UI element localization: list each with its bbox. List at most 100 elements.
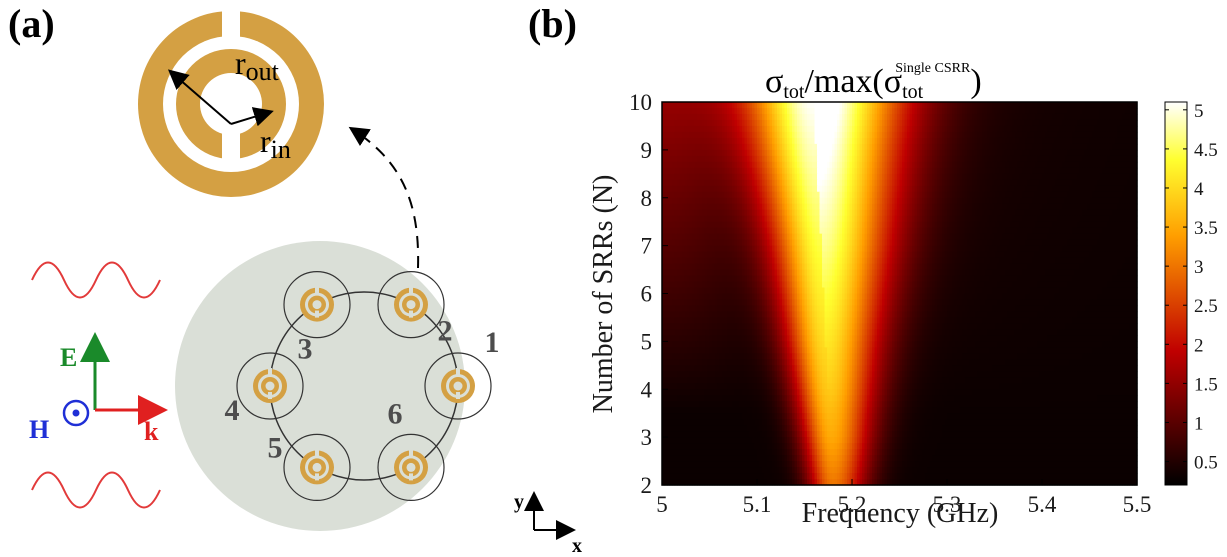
heatmap-cell [1057,119,1061,127]
heatmap-cell [807,239,811,247]
heatmap-cell [909,131,913,139]
heatmap-cell [924,161,928,169]
heatmap-cell [899,161,903,169]
heatmap-cell [929,161,933,169]
heatmap-cell [787,185,791,193]
heatmap-cell [819,167,823,175]
heatmap-cell [884,203,888,211]
heatmap-cell [727,125,731,133]
heatmap-cell [1107,203,1111,211]
heatmap-cell [822,185,826,193]
heatmap-cell [1032,167,1036,175]
heatmap-cell [749,245,753,253]
heatmap-cell [742,161,746,169]
heatmap-cell [1134,155,1138,163]
heatmap-cell [1112,185,1116,193]
heatmap-cell [927,209,931,217]
heatmap-cell [1027,173,1031,181]
heatmap-cell [879,167,883,175]
heatmap-cell [1052,191,1056,199]
heatmap-cell [1132,143,1136,151]
heatmap-cell [967,113,971,121]
heatmap-cell [997,102,1001,109]
heatmap-cell [1034,179,1038,187]
heatmap-cell [1034,203,1038,211]
heatmap-cell [829,107,833,115]
heatmap-cell [982,221,986,229]
heatmap-cell [714,221,718,229]
heatmap-cell [734,227,738,235]
heatmap-cell [849,233,853,241]
heatmap-cell [759,143,763,151]
heatmap-cell [989,143,993,151]
heatmap-cell [827,209,831,217]
heatmap-cell [1017,131,1021,139]
heatmap-cell [667,167,671,175]
heatmap-cell [1064,215,1068,223]
heatmap-cell [712,209,716,217]
heatmap-cell [1019,185,1023,193]
heatmap-cell [1044,107,1048,115]
heatmap-cell [1089,209,1093,217]
heatmap-cell [687,125,691,133]
heatmap-cell [1044,179,1048,187]
heatmap-cell [964,239,968,247]
heatmap-cell [1009,107,1013,115]
heatmap-cell [1037,239,1041,247]
heatmap-cell [1129,233,1133,241]
heatmap-cell [1122,102,1126,109]
heatmap-cell [682,197,686,205]
heatmap-cell [879,203,883,211]
heatmap-cell [822,125,826,133]
heatmap-cell [1124,161,1128,169]
heatmap-cell [979,113,983,121]
heatmap-cell [1059,137,1063,145]
heatmap-cell [674,215,678,223]
heatmap-cell [664,215,668,223]
heatmap-cell [744,185,748,193]
heatmap-cell [672,209,676,217]
heatmap-cell [714,131,718,139]
heatmap-cell [969,119,973,127]
heatmap-cell [737,209,741,217]
heatmap-cell [952,107,956,115]
heatmap-cell [772,245,776,253]
heatmap-cell [674,179,678,187]
heatmap-cell [1029,215,1033,223]
heatmap-cell [964,155,968,163]
heatmap-cell [817,107,821,115]
heatmap-cell [1094,239,1098,247]
heatmap-cell [839,185,843,193]
heatmap-cell [1122,167,1126,175]
heatmap-cell [767,185,771,193]
heatmap-cell [1082,197,1086,205]
heatmap-cell [1067,143,1071,151]
heatmap-cell [812,197,816,205]
heatmap-cell [987,173,991,181]
heatmap-cell [1054,233,1058,241]
heatmap-cell [662,107,666,115]
heatmap-cell [752,173,756,181]
heatmap-cell [767,197,771,205]
heatmap-cell [864,107,868,115]
heatmap-cell [1002,143,1006,151]
heatmap-cell [799,131,803,139]
heatmap-cell [1002,215,1006,223]
heatmap-cell [1084,233,1088,241]
heatmap-cell [824,102,828,109]
heatmap-cell [784,245,788,253]
heatmap-cell [777,155,781,163]
heatmap-cell [947,155,951,163]
heatmap-cell [989,125,993,133]
heatmap-cell [964,102,968,109]
heatmap-cell [979,221,983,229]
heatmap-cell [744,107,748,115]
heatmap-cell [1004,149,1008,157]
heatmap-cell [1012,191,1016,199]
heatmap-cell [824,131,828,139]
heatmap-cell [712,143,716,151]
heatmap-cell [799,113,803,121]
heatmap-cell [892,167,896,175]
heatmap-cell [984,143,988,151]
heatmap-cell [789,245,793,253]
